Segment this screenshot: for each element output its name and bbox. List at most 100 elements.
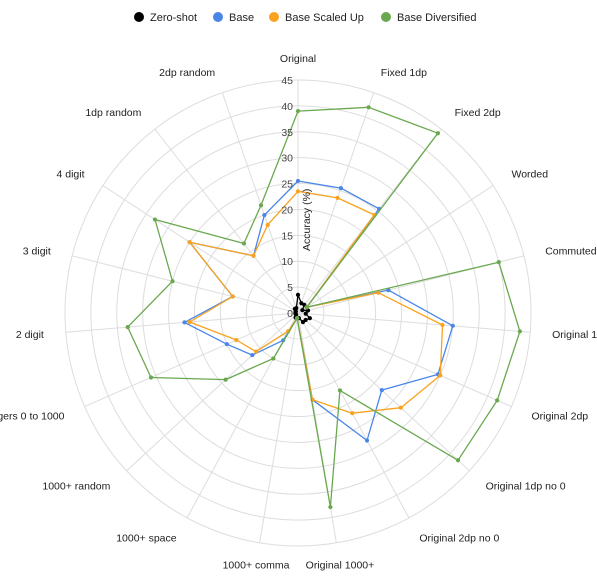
category-label-3-digit: 3 digit bbox=[23, 245, 51, 257]
tick-label-0: 0 bbox=[287, 308, 293, 320]
category-label-original: Original bbox=[280, 53, 316, 65]
point-base-original-2dp-no-0 bbox=[364, 438, 370, 443]
category-label-worded: Worded bbox=[511, 169, 548, 181]
point-base-diversified-1000-random bbox=[223, 377, 228, 382]
legend-label-base-scaled-up: Base Scaled Up bbox=[285, 12, 364, 24]
point-base-diversified-1dp-random bbox=[241, 241, 247, 246]
point-base-diversified-1000-space bbox=[271, 356, 276, 361]
point-base-diversified-original-1000 bbox=[328, 504, 333, 510]
point-base-diversified-integers-0-to-1000 bbox=[148, 375, 154, 380]
point-base-scaled-up-original-2dp bbox=[438, 373, 443, 378]
grid-spoke-2-digit bbox=[65, 312, 299, 333]
point-zero-shot-original-2dp-no-0 bbox=[300, 320, 306, 325]
point-base-diversified-2dp-random bbox=[258, 203, 264, 208]
category-labels: Original Fixed 1dp Fixed 2dp Worded Commuted… bbox=[0, 53, 597, 572]
point-zero-shot-original-1dp bbox=[303, 311, 308, 316]
legend-marker-zero-shot bbox=[134, 12, 144, 22]
category-label-1000-random: 1000+ random bbox=[42, 481, 110, 493]
point-base-1000-random bbox=[250, 352, 255, 358]
legend-label-base-diversified: Base Diversified bbox=[397, 12, 476, 24]
legend-marker-base bbox=[213, 12, 223, 22]
point-base-diversified-4-digit bbox=[152, 217, 158, 222]
point-base-diversified-1000-comma bbox=[295, 316, 300, 321]
legend-item-base[interactable]: Base bbox=[213, 12, 254, 24]
tick-label-30: 30 bbox=[281, 153, 293, 165]
grid-spoke-worded bbox=[297, 185, 494, 314]
point-base-diversified-2-digit bbox=[125, 325, 130, 330]
series-layer bbox=[125, 105, 522, 510]
point-base-diversified-fixed-1dp bbox=[366, 105, 371, 110]
grid-spoke-original-2dp-no-0 bbox=[297, 312, 410, 519]
category-label-fixed-1dp: Fixed 1dp bbox=[381, 67, 427, 79]
tick-label-15: 15 bbox=[281, 230, 293, 242]
radial-axis-label: Accuracy (%) bbox=[301, 189, 313, 251]
series-base-diversified bbox=[125, 105, 522, 510]
grid-spoke-4-digit bbox=[102, 185, 299, 314]
point-base-diversified-original-1dp bbox=[517, 329, 522, 334]
point-base-scaled-up-3-digit bbox=[230, 294, 235, 299]
point-base-diversified-original-2dp bbox=[495, 398, 500, 403]
point-base-scaled-up-original-1dp-no-0 bbox=[398, 405, 403, 410]
point-base-integers-0-to-1000 bbox=[224, 342, 229, 347]
point-base-diversified-original-1dp-no-0 bbox=[455, 458, 461, 463]
point-base-scaled-up-fixed-1dp bbox=[335, 195, 340, 201]
grid-spoke-1000-random bbox=[126, 312, 299, 472]
point-base-original-1dp bbox=[450, 323, 455, 328]
grid-spoke-3-digit bbox=[72, 255, 299, 314]
radar-grid bbox=[64, 79, 532, 547]
point-base-scaled-up-2-digit bbox=[187, 319, 192, 325]
tick-label-35: 35 bbox=[281, 127, 293, 139]
grid-spoke-integers-0-to-1000 bbox=[84, 312, 299, 408]
point-base-diversified-original-2dp-no-0 bbox=[337, 388, 342, 393]
tick-label-5: 5 bbox=[287, 282, 293, 294]
point-zero-shot-2dp-random bbox=[294, 306, 299, 311]
point-base-2dp-random bbox=[262, 212, 267, 218]
point-base-scaled-up-original-1dp bbox=[440, 322, 445, 328]
category-label-original-2dp: Original 2dp bbox=[532, 410, 589, 422]
point-base-original bbox=[295, 178, 301, 184]
point-base-diversified-commuted bbox=[496, 260, 501, 265]
legend-item-zero-shot[interactable]: Zero-shot bbox=[134, 12, 197, 24]
category-label-original-1dp-no-0: Original 1dp no 0 bbox=[486, 481, 566, 493]
tick-label-45: 45 bbox=[281, 75, 293, 87]
point-base-scaled-up-4-digit bbox=[187, 240, 192, 245]
point-base-fixed-1dp bbox=[338, 186, 343, 191]
radial-ticks: 0 5 10 15 20 25 30 35 40 45 bbox=[281, 75, 293, 320]
tick-label-40: 40 bbox=[281, 101, 293, 113]
point-base-commuted bbox=[386, 288, 391, 293]
point-base-original-1dp-no-0 bbox=[379, 388, 384, 393]
legend-item-base-diversified[interactable]: Base Diversified bbox=[381, 12, 476, 24]
legend-item-base-scaled-up[interactable]: Base Scaled Up bbox=[269, 12, 364, 24]
category-label-original-1dp: Original 1dp bbox=[552, 329, 597, 341]
point-base-scaled-up-original bbox=[295, 189, 301, 194]
point-base-scaled-up-original-2dp-no-0 bbox=[350, 411, 355, 416]
point-base-diversified-fixed-2dp bbox=[435, 131, 441, 136]
category-label-1000-space: 1000+ space bbox=[116, 532, 177, 544]
legend-marker-base-diversified bbox=[381, 12, 391, 22]
category-label-1dp-random: 1dp random bbox=[85, 107, 141, 119]
grid-spoke-2dp-random bbox=[221, 92, 299, 314]
point-base-diversified-original bbox=[295, 108, 301, 114]
category-label-integers-0-to-1000: Integers 0 to 1000 bbox=[0, 410, 65, 422]
grid-spoke-1000-comma bbox=[259, 312, 299, 543]
point-base-diversified-worded bbox=[304, 305, 309, 310]
category-label-2dp-random: 2dp random bbox=[159, 67, 215, 79]
point-zero-shot-original bbox=[295, 292, 301, 297]
grid-spoke-original-1dp bbox=[297, 312, 531, 333]
point-base-scaled-up-1000-random bbox=[253, 349, 259, 354]
legend-label-zero-shot: Zero-shot bbox=[150, 12, 197, 24]
point-base-scaled-up-2dp-random bbox=[265, 222, 270, 227]
category-label-1000-comma: 1000+ comma bbox=[223, 560, 290, 572]
grid-spoke-original-2dp bbox=[297, 312, 512, 408]
category-label-original-2dp-no-0: Original 2dp no 0 bbox=[419, 532, 499, 544]
legend: Zero-shot Base Base Scaled Up Base Diver… bbox=[134, 12, 476, 24]
point-base-2-digit bbox=[182, 320, 187, 325]
point-base-scaled-up-integers-0-to-1000 bbox=[234, 337, 239, 343]
grid-spoke-original-1dp-no-0 bbox=[297, 312, 470, 472]
point-zero-shot-original-2dp bbox=[307, 316, 312, 321]
tick-label-25: 25 bbox=[281, 179, 293, 191]
legend-marker-base-scaled-up bbox=[269, 12, 279, 22]
category-label-commuted: Commuted bbox=[545, 245, 597, 257]
point-base-scaled-up-commuted bbox=[376, 290, 381, 295]
